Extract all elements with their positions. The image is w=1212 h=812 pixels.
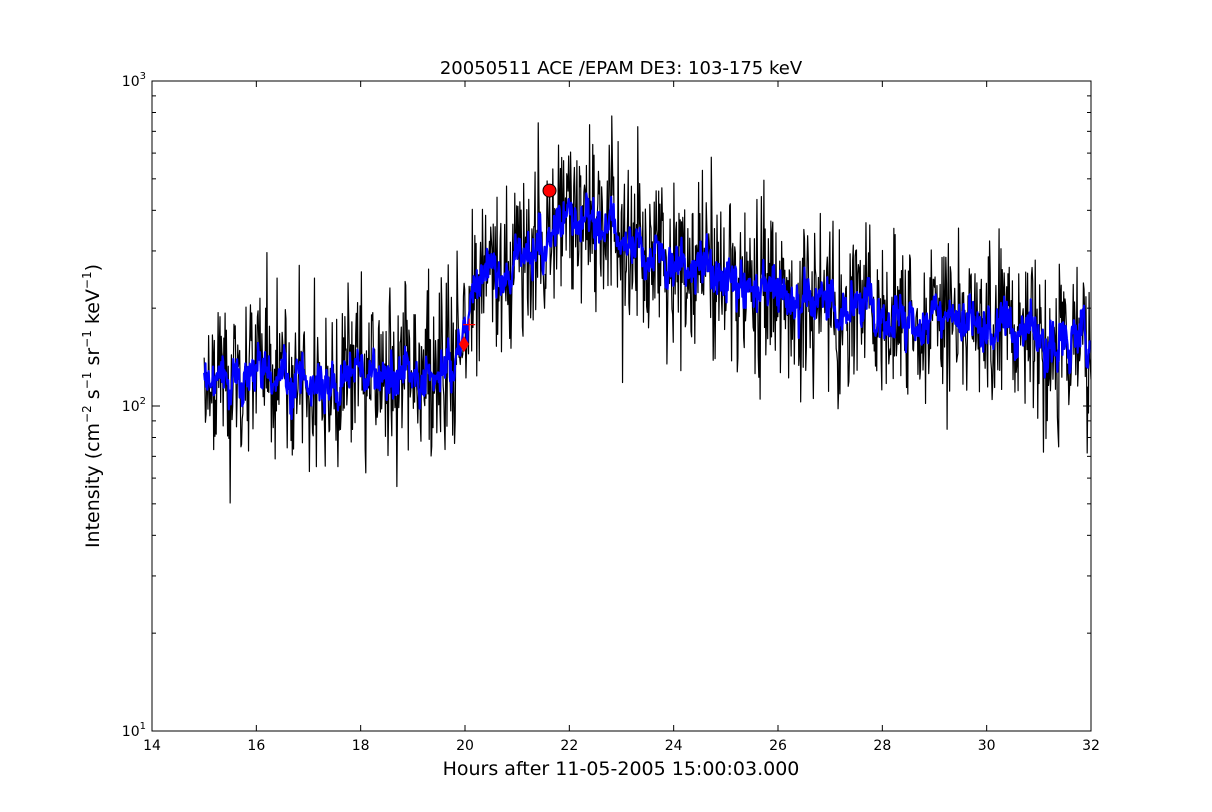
peak-marker [542, 183, 557, 198]
ylabel-s-exp: −1 [80, 372, 94, 390]
onset-plus-marker [463, 318, 476, 331]
x-tick-label: 32 [1082, 738, 1100, 754]
series-line-smoothed [203, 192, 1091, 421]
x-tick-label: 20 [456, 738, 474, 754]
y-axis-label: Intensity (cm−2 s−1 sr−1 keV−1) [80, 264, 104, 548]
x-tick-label: 30 [978, 738, 996, 754]
ylabel-sr: sr [82, 348, 104, 372]
x-tick-label: 28 [873, 738, 891, 754]
ylabel-suffix: ) [82, 264, 104, 271]
x-tick-label: 14 [143, 738, 161, 754]
chart-title: 20050511 ACE /EPAM DE3: 103-175 keV [440, 58, 803, 79]
x-tick-label: 26 [769, 738, 787, 754]
ylabel-prefix: Intensity (cm [82, 423, 104, 548]
ylabel-kev-exp: −1 [80, 271, 94, 289]
ylabel-cm-exp: −2 [80, 405, 94, 423]
series-line-raw [203, 115, 1091, 504]
y-tick-label: 103 [122, 71, 146, 90]
x-axis-label: Hours after 11-05-2005 15:00:03.000 [443, 758, 800, 780]
ylabel-s: s [82, 389, 104, 405]
y-tick-label: 101 [122, 721, 146, 740]
ylabel-sr-exp: −1 [80, 330, 94, 348]
x-tick-label: 16 [247, 738, 265, 754]
x-axis-ticks: 14 16 18 20 22 24 26 28 30 32 [143, 81, 1100, 754]
y-tick-label: 102 [122, 396, 146, 415]
marker-layer [458, 183, 557, 353]
y-axis-ticks: 101 102 103 [122, 71, 1091, 740]
ylabel-kev: keV [82, 289, 104, 330]
x-tick-label: 22 [560, 738, 578, 754]
onset-marker [458, 336, 470, 353]
x-tick-label: 18 [352, 738, 370, 754]
series-layer [203, 115, 1091, 504]
x-tick-label: 24 [665, 738, 683, 754]
